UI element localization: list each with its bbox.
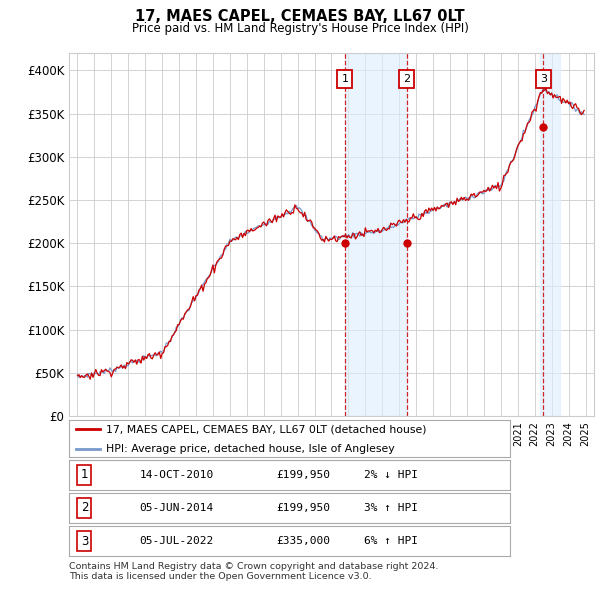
- Text: 2: 2: [403, 74, 410, 84]
- Text: 6% ↑ HPI: 6% ↑ HPI: [364, 536, 418, 546]
- Text: Contains HM Land Registry data © Crown copyright and database right 2024.
This d: Contains HM Land Registry data © Crown c…: [69, 562, 439, 581]
- Text: Price paid vs. HM Land Registry's House Price Index (HPI): Price paid vs. HM Land Registry's House …: [131, 22, 469, 35]
- Text: 05-JUN-2014: 05-JUN-2014: [140, 503, 214, 513]
- Text: 1: 1: [341, 74, 349, 84]
- Text: 3: 3: [540, 74, 547, 84]
- Text: £199,950: £199,950: [276, 470, 330, 480]
- Text: £199,950: £199,950: [276, 503, 330, 513]
- Text: 05-JUL-2022: 05-JUL-2022: [140, 536, 214, 546]
- Bar: [345, 53, 407, 416]
- Text: 2% ↓ HPI: 2% ↓ HPI: [364, 470, 418, 480]
- Bar: [540, 53, 560, 416]
- Text: 3: 3: [81, 535, 88, 548]
- Text: 2: 2: [80, 502, 88, 514]
- Text: 3% ↑ HPI: 3% ↑ HPI: [364, 503, 418, 513]
- Text: £335,000: £335,000: [276, 536, 330, 546]
- Text: 17, MAES CAPEL, CEMAES BAY, LL67 0LT: 17, MAES CAPEL, CEMAES BAY, LL67 0LT: [135, 9, 465, 24]
- Text: 14-OCT-2010: 14-OCT-2010: [140, 470, 214, 480]
- Text: 1: 1: [80, 468, 88, 481]
- Text: 17, MAES CAPEL, CEMAES BAY, LL67 0LT (detached house): 17, MAES CAPEL, CEMAES BAY, LL67 0LT (de…: [106, 424, 427, 434]
- Text: HPI: Average price, detached house, Isle of Anglesey: HPI: Average price, detached house, Isle…: [106, 444, 395, 454]
